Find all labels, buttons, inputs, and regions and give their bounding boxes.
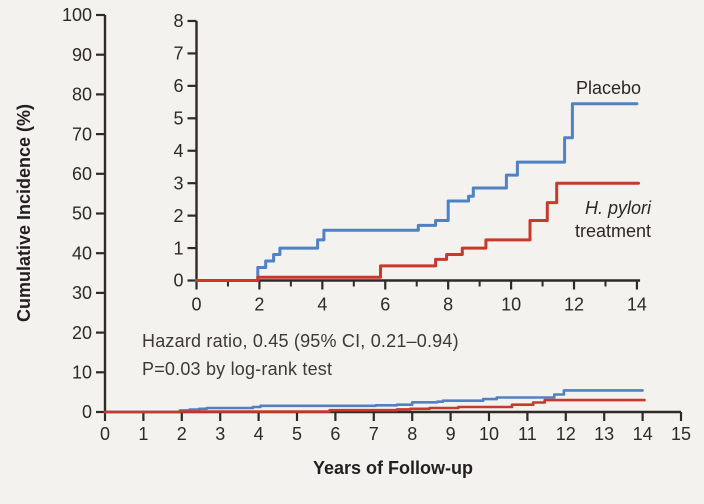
- inset-x-tick-label: 14: [627, 295, 647, 315]
- inset-y-tick-label: 6: [173, 76, 183, 96]
- inset-x-tick-label: 4: [317, 295, 327, 315]
- inset-y-tick-label: 0: [173, 271, 183, 291]
- inset-x-tick-label: 0: [191, 295, 201, 315]
- main-x-tick-label: 9: [446, 424, 456, 444]
- placebo-curve-main: [103, 389, 644, 414]
- main-x-tick-label: 0: [100, 424, 110, 444]
- inset-y-tick-label: 7: [173, 44, 183, 64]
- treatment-series-label-line2: treatment: [574, 221, 651, 241]
- main-x-tick-label: 7: [369, 424, 379, 444]
- main-y-tick-label: 100: [62, 5, 92, 25]
- treatment-curve-inset: [195, 181, 640, 282]
- main-x-tick-label: 12: [556, 424, 576, 444]
- inset-x-tick-label: 12: [564, 295, 584, 315]
- main-x-tick-label: 8: [407, 424, 417, 444]
- main-y-tick-label: 40: [72, 243, 92, 263]
- inset-x-tick-label: 6: [380, 295, 390, 315]
- inset-x-tick-label: 2: [254, 295, 264, 315]
- main-y-tick-label: 90: [72, 45, 92, 65]
- placebo-curve-inset: [195, 102, 639, 282]
- main-y-tick-label: 80: [72, 85, 92, 105]
- main-x-tick-label: 13: [594, 424, 614, 444]
- main-x-tick-label: 14: [633, 424, 653, 444]
- main-x-tick-label: 15: [671, 424, 691, 444]
- hazard-ratio-annotation: Hazard ratio, 0.45 (95% CI, 0.21–0.94): [142, 331, 459, 351]
- inset-x-tick-label: 8: [443, 295, 453, 315]
- main-y-tick-label: 50: [72, 204, 92, 224]
- inset-x-tick-label: 10: [501, 295, 521, 315]
- treatment-series-label-line1: H. pylori: [584, 198, 651, 218]
- main-y-tick-label: 0: [82, 402, 92, 422]
- main-y-tick-label: 60: [72, 164, 92, 184]
- treatment-curve-main: [103, 398, 646, 414]
- main-x-tick-label: 10: [479, 424, 499, 444]
- x-axis-title: Years of Follow-up: [312, 458, 473, 478]
- inset-y-tick-label: 5: [173, 109, 183, 129]
- main-x-tick-label: 6: [330, 424, 340, 444]
- placebo-series-label: Placebo: [576, 78, 642, 98]
- main-y-tick-label: 10: [72, 363, 92, 383]
- main-x-tick-label: 4: [254, 424, 264, 444]
- p-value-annotation: P=0.03 by log-rank test: [142, 359, 333, 379]
- inset-y-tick-label: 4: [173, 141, 183, 161]
- main-x-tick-label: 11: [518, 424, 537, 444]
- main-y-tick-label: 20: [72, 323, 92, 343]
- main-x-tick-label: 3: [215, 424, 225, 444]
- inset-y-tick-label: 2: [173, 206, 183, 226]
- main-x-tick-label: 5: [292, 424, 302, 444]
- main-x-tick-label: 1: [138, 424, 148, 444]
- inset-y-tick-label: 3: [173, 173, 183, 193]
- main-y-tick-label: 70: [72, 124, 92, 144]
- main-y-tick-label: 30: [72, 283, 92, 303]
- y-axis-title: Cumulative Incidence (%): [14, 103, 34, 323]
- inset-y-tick-label: 1: [173, 238, 183, 258]
- treatment-series-label: H. pylori treatment: [575, 197, 651, 243]
- inset-y-tick-label: 8: [173, 11, 183, 31]
- main-x-tick-label: 2: [177, 424, 187, 444]
